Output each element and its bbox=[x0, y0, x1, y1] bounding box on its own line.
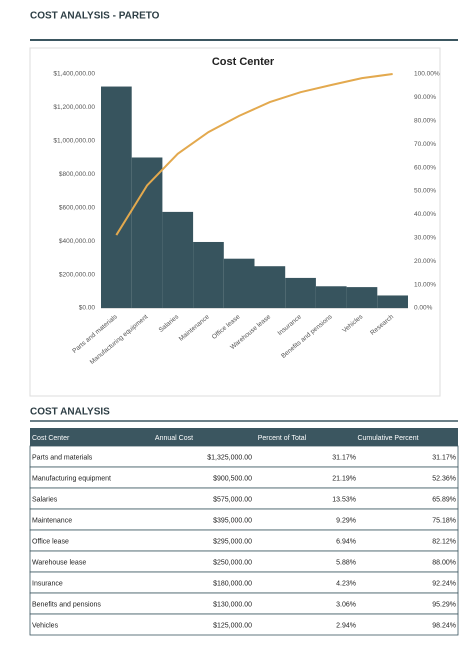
cumulative-line bbox=[115, 73, 393, 236]
table-cell: Parts and materials bbox=[32, 454, 93, 461]
y-tick-label: $1,200,000.00 bbox=[53, 104, 95, 111]
y2-tick-label: 20.00% bbox=[414, 258, 436, 265]
bar bbox=[162, 211, 194, 308]
bar bbox=[101, 86, 132, 309]
table-cell: 5.88% bbox=[336, 559, 356, 566]
table-cell: Warehouse lease bbox=[32, 559, 86, 566]
y2-tick-label: 0.00% bbox=[414, 305, 433, 312]
table-cell: $295,000.00 bbox=[213, 538, 252, 545]
bar bbox=[193, 241, 224, 308]
y-tick-label: $200,000.00 bbox=[59, 271, 96, 278]
table-cell: 98.24% bbox=[432, 622, 456, 629]
table-cell: 52.36% bbox=[432, 475, 456, 482]
table-cell: $250,000.00 bbox=[213, 559, 252, 566]
y-tick-label: $600,000.00 bbox=[59, 204, 96, 211]
column-header: Annual Cost bbox=[155, 435, 193, 442]
page-title: COST ANALYSIS - PARETO bbox=[30, 11, 160, 22]
chart-frame bbox=[29, 47, 441, 397]
table-title: COST ANALYSIS bbox=[30, 407, 110, 418]
table-cell: $1,325,000.00 bbox=[207, 454, 252, 461]
table-cell: 65.89% bbox=[432, 496, 456, 503]
table-cell: Maintenance bbox=[32, 517, 72, 524]
bar bbox=[346, 287, 378, 308]
table-cell: $575,000.00 bbox=[213, 496, 252, 503]
bar bbox=[223, 258, 255, 308]
table-cell: 3.06% bbox=[336, 601, 356, 608]
y2-tick-label: 30.00% bbox=[414, 235, 436, 242]
column-header: Cost Center bbox=[32, 435, 70, 442]
table-cell: Manufacturing equipment bbox=[32, 475, 111, 482]
column-header: Percent of Total bbox=[258, 435, 307, 442]
table-cell: 13.53% bbox=[332, 496, 356, 503]
y-tick-label: $0.00 bbox=[79, 305, 96, 312]
y2-tick-label: 80.00% bbox=[414, 118, 436, 125]
table-cell: 88.00% bbox=[432, 559, 456, 566]
bar bbox=[131, 157, 163, 308]
table-cell: $130,000.00 bbox=[213, 601, 252, 608]
table-cell: Insurance bbox=[32, 580, 63, 587]
table-cell: 31.17% bbox=[432, 454, 456, 461]
table-cell: $900,500.00 bbox=[213, 475, 252, 482]
bar bbox=[285, 277, 316, 308]
y2-tick-label: 60.00% bbox=[414, 164, 436, 171]
table-cell: Office lease bbox=[32, 538, 69, 545]
y-tick-label: $1,400,000.00 bbox=[53, 71, 95, 78]
table-cell: 31.17% bbox=[332, 454, 356, 461]
bar bbox=[254, 266, 286, 308]
table-cell: 2.94% bbox=[336, 622, 356, 629]
y2-tick-label: 50.00% bbox=[414, 188, 436, 195]
y2-tick-label: 70.00% bbox=[414, 141, 436, 148]
y-tick-label: $400,000.00 bbox=[59, 238, 96, 245]
table-cell: 82.12% bbox=[432, 538, 456, 545]
table-cell: $180,000.00 bbox=[213, 580, 252, 587]
table-row bbox=[29, 613, 459, 636]
y2-tick-label: 100.00% bbox=[414, 71, 440, 78]
chart-title: Cost Center bbox=[212, 56, 275, 68]
table-cell: 9.29% bbox=[336, 517, 356, 524]
bar bbox=[315, 286, 347, 308]
table-cell: 92.24% bbox=[432, 580, 456, 587]
table-cell: 75.18% bbox=[432, 517, 456, 524]
table-cell: 21.19% bbox=[332, 475, 356, 482]
bar bbox=[377, 295, 408, 308]
table-cell: 95.29% bbox=[432, 601, 456, 608]
table-cell: Salaries bbox=[32, 496, 58, 503]
y2-tick-label: 90.00% bbox=[414, 94, 436, 101]
table-header bbox=[30, 428, 458, 446]
table-cell: Benefits and pensions bbox=[32, 601, 101, 608]
column-header: Cumulative Percent bbox=[357, 435, 418, 442]
table-cell: 4.23% bbox=[336, 580, 356, 587]
table-cell: Vehicles bbox=[32, 622, 59, 629]
table-cell: 6.94% bbox=[336, 538, 356, 545]
y2-tick-label: 40.00% bbox=[414, 211, 436, 218]
table-cell: $395,000.00 bbox=[213, 517, 252, 524]
y2-tick-label: 10.00% bbox=[414, 281, 436, 288]
y-tick-label: $800,000.00 bbox=[59, 171, 96, 178]
y-tick-label: $1,000,000.00 bbox=[53, 138, 95, 145]
table-cell: $125,000.00 bbox=[213, 622, 252, 629]
